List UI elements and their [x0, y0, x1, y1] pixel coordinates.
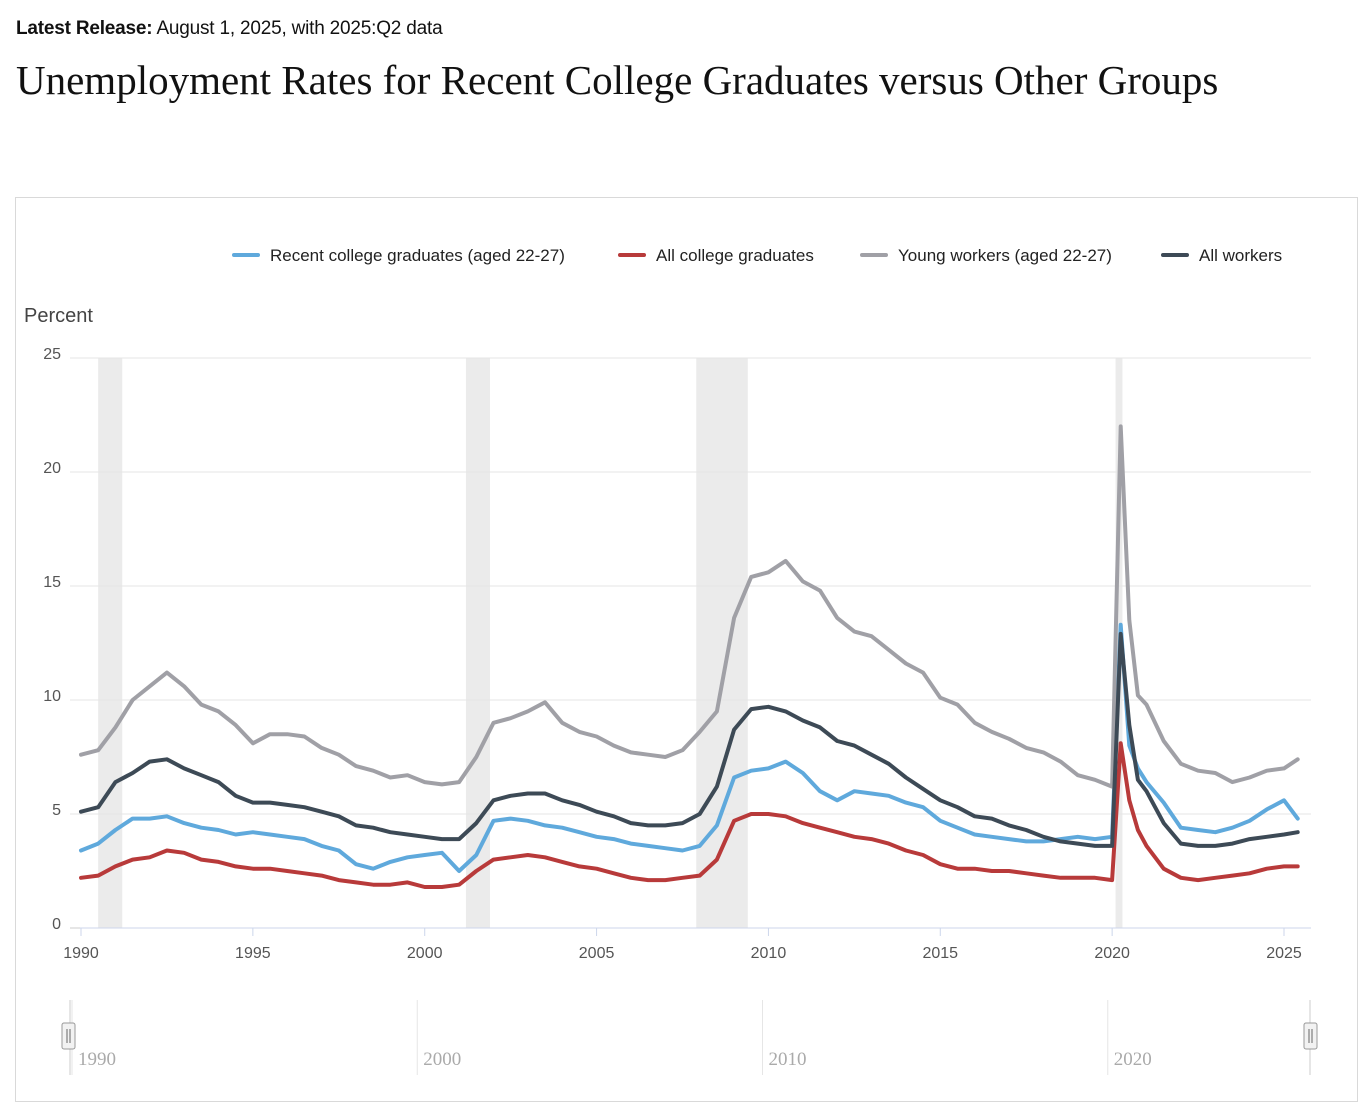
x-tick-label: 2020	[1094, 945, 1130, 962]
gridlines	[70, 357, 1311, 929]
y-tick-label: 15	[43, 574, 61, 591]
legend-item-young-workers[interactable]: Young workers (aged 22-27)	[860, 246, 1112, 265]
handle-body[interactable]	[1303, 1022, 1318, 1050]
recession-band	[465, 358, 491, 928]
navigator-tick-label: 2000	[423, 1049, 461, 1070]
recession-bands	[98, 358, 1123, 928]
x-tick-label: 1995	[235, 945, 271, 962]
y-tick-label: 5	[52, 802, 61, 819]
release-info: Latest Release: August 1, 2025, with 202…	[16, 18, 443, 40]
series-line-young-workers[interactable]	[79, 424, 1300, 789]
x-tick-label: 2025	[1266, 945, 1302, 962]
handle-body[interactable]	[61, 1022, 76, 1050]
legend-item-all-workers[interactable]: All workers	[1161, 246, 1282, 265]
navigator-right-handle[interactable]	[1303, 1022, 1318, 1050]
y-tick-label: 10	[43, 688, 61, 705]
navigator-tick-label: 2010	[769, 1049, 807, 1070]
release-label: Latest Release:	[16, 18, 153, 39]
legend-label: Recent college graduates (aged 22-27)	[270, 246, 565, 265]
series-line-all-workers[interactable]	[79, 631, 1300, 848]
series-line-all-grads[interactable]	[79, 741, 1300, 889]
y-axis-label: Percent	[24, 305, 93, 327]
y-tick-label: 20	[43, 460, 61, 477]
x-tick-label: 2005	[579, 945, 615, 962]
page-title: Unemployment Rates for Recent College Gr…	[16, 57, 1219, 103]
navigator-tick-label: 1990	[78, 1049, 116, 1070]
legend-item-recent-grads[interactable]: Recent college graduates (aged 22-27)	[232, 246, 565, 265]
legend[interactable]: Recent college graduates (aged 22-27) All…	[232, 246, 1282, 265]
navigator-left-handle[interactable]	[61, 1022, 76, 1050]
y-tick-label: 25	[43, 346, 61, 363]
navigator-tick-label: 2020	[1114, 1049, 1152, 1070]
legend-item-all-grads[interactable]: All college graduates	[618, 246, 814, 265]
x-tick-label: 2000	[407, 945, 443, 962]
release-text: August 1, 2025, with 2025:Q2 data	[156, 18, 443, 39]
legend-label: All workers	[1199, 246, 1282, 265]
range-navigator[interactable]: 1990 2000 2010 2020	[61, 1000, 1318, 1075]
x-tick-label: 2010	[751, 945, 787, 962]
y-tick-label: 0	[52, 916, 61, 933]
x-tick-label: 1990	[63, 945, 99, 962]
series-lines	[79, 424, 1300, 889]
legend-label: All college graduates	[656, 246, 814, 265]
x-tick-label: 2015	[922, 945, 958, 962]
recession-band	[696, 358, 748, 928]
legend-label: Young workers (aged 22-27)	[898, 246, 1112, 265]
navigator-track[interactable]	[72, 1000, 1308, 1075]
